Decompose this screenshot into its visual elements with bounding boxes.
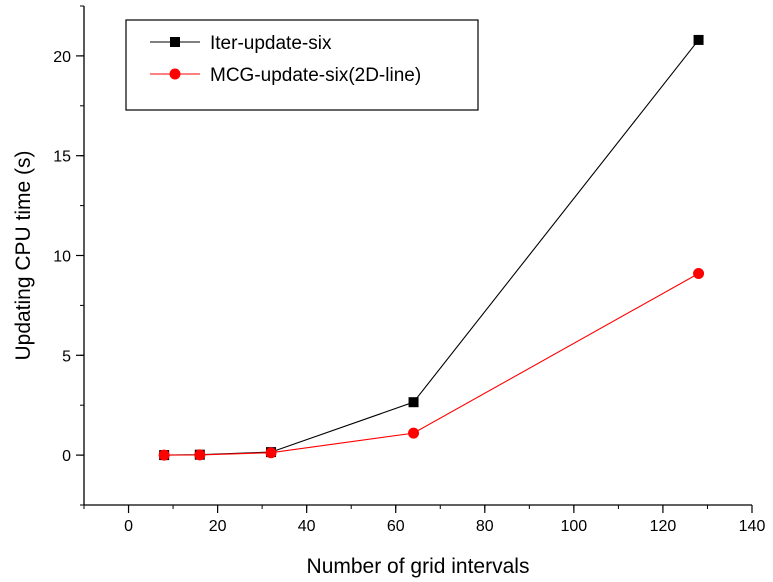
data-point (693, 34, 704, 45)
y-axis-title: Updating CPU time (s) (12, 150, 35, 360)
x-tick-label: 100 (561, 518, 588, 535)
data-point (265, 447, 277, 459)
y-tick-label: 20 (53, 49, 71, 66)
x-tick-label: 40 (298, 518, 316, 535)
y-tick-label: 5 (62, 348, 71, 365)
x-tick-label: 20 (209, 518, 227, 535)
data-point (693, 267, 705, 279)
data-point (408, 397, 419, 408)
legend-entry: MCG-update-six(2D-line) (150, 65, 421, 86)
x-tick-label: 140 (739, 518, 766, 535)
x-tick-label: 0 (124, 518, 133, 535)
series-layer (158, 34, 705, 461)
legend: Iter-update-six MCG-update-six(2D-line) (125, 19, 479, 111)
legend-box (125, 19, 479, 111)
x-tick-label: 120 (650, 518, 677, 535)
y-tick-label: 0 (62, 448, 71, 465)
legend-label: Iter-update-six (210, 33, 332, 54)
data-point (194, 449, 206, 461)
data-point (408, 427, 420, 439)
legend-marker (170, 37, 180, 47)
legend-entry: Iter-update-six (150, 33, 332, 54)
y-tick-label: 10 (53, 249, 71, 266)
series-line (164, 272, 699, 456)
x-axis-title: Number of grid intervals (307, 555, 530, 578)
series-2 (158, 267, 705, 461)
ticks: 0 20 40 60 80 100 120 140 0 5 10 15 20 (53, 5, 766, 535)
data-point (158, 449, 170, 461)
y-tick-label: 15 (53, 149, 71, 166)
x-tick-label: 80 (476, 518, 494, 535)
legend-marker (169, 68, 181, 80)
legend-label: MCG-update-six(2D-line) (210, 65, 421, 86)
x-tick-label: 60 (387, 518, 405, 535)
